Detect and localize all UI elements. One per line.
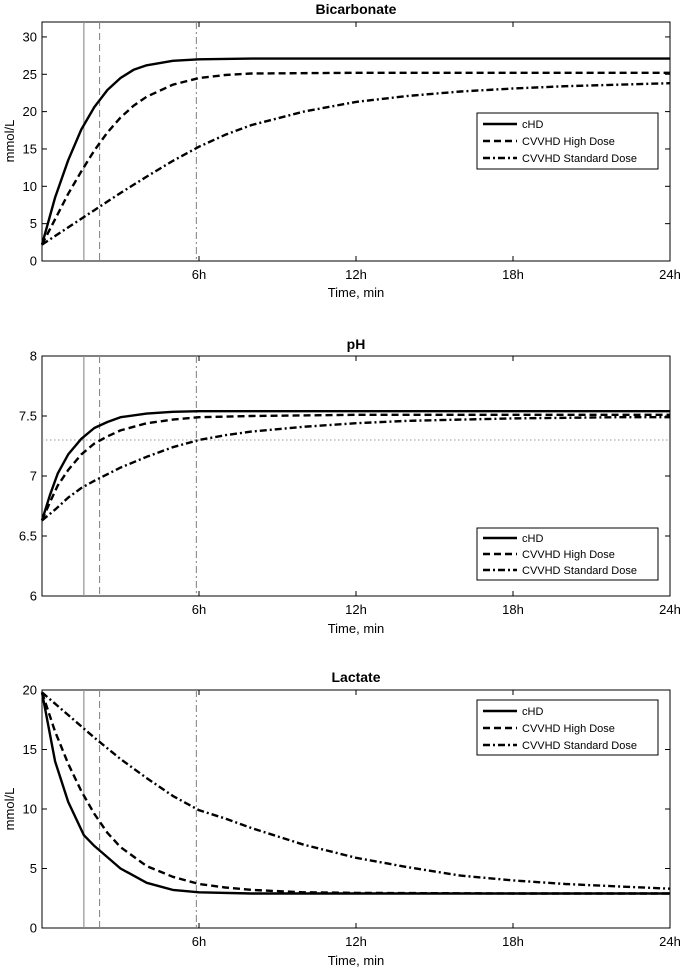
chart-bicarbonate: Bicarbonate mmol/L Time, min 6h 12h 18h 24h…	[2, 1, 681, 300]
x-tick-label: 18h	[502, 267, 524, 282]
y-tick-label: 25	[23, 67, 37, 82]
legend-label-cvvhd-high: CVVHD High Dose	[522, 549, 615, 561]
legend-label-cvvhd-standard: CVVHD Standard Dose	[522, 565, 637, 577]
y-tick-label: 7.5	[19, 409, 37, 424]
x-axis-label: Time, min	[328, 953, 385, 968]
series-line-chd	[40, 57, 670, 245]
reference-lines	[42, 356, 670, 596]
y-tick-label: 15	[23, 141, 37, 156]
y-axis-label: mmol/L	[2, 788, 17, 831]
legend-label-cvvhd-high: CVVHD High Dose	[522, 136, 615, 148]
y-tick-label: 30	[23, 29, 37, 44]
series-line-cvvhd-high	[40, 71, 670, 246]
y-tick-label: 15	[23, 742, 37, 757]
y-tick-label: 8	[30, 349, 37, 364]
y-tick-label: 5	[30, 861, 37, 876]
x-tick-label: 12h	[345, 267, 367, 282]
y-tick-label: 20	[23, 683, 37, 698]
chart-ph: pH Time, min 6h 12h 18h 24h 6 6.5 7 7.5 8 cHD CV…	[19, 336, 681, 636]
series-layer	[40, 57, 671, 246]
x-tick-label: 24h	[659, 602, 681, 617]
chart-title: Lactate	[331, 669, 380, 685]
chart-title: pH	[347, 336, 366, 352]
chart-title: Bicarbonate	[316, 1, 397, 17]
x-tick-label: 6h	[192, 934, 206, 949]
series-layer	[40, 410, 670, 522]
x-axis-label: Time, min	[328, 285, 385, 300]
x-axis-label: Time, min	[328, 621, 385, 636]
legend: cHD CVVHD High Dose CVVHD Standard Dose	[476, 527, 659, 581]
chart-lactate: Lactate mmol/L Time, min 6h 12h 18h 24h 0 5 10…	[2, 669, 681, 968]
y-tick-label: 20	[23, 104, 37, 119]
series-line-chd	[40, 410, 670, 521]
legend-label-chd: cHD	[522, 119, 543, 131]
series-line-cvvhd-high	[40, 413, 670, 521]
legend-label-chd: cHD	[522, 706, 543, 718]
x-tick-label: 6h	[192, 602, 206, 617]
x-tick-label: 18h	[502, 934, 524, 949]
x-tick-label: 6h	[192, 267, 206, 282]
series-line-cvvhd-standard	[41, 691, 671, 890]
x-tick-label: 12h	[345, 602, 367, 617]
x-tick-label: 18h	[502, 602, 524, 617]
x-tick-label: 12h	[345, 934, 367, 949]
series-line-cvvhd-high	[40, 692, 670, 895]
tick-layer: 6h 12h 18h 24h 6 6.5 7 7.5 8	[19, 349, 681, 618]
series-layer	[40, 691, 671, 895]
legend: cHD CVVHD High Dose CVVHD Standard Dose	[476, 112, 659, 170]
legend-label-cvvhd-standard: CVVHD Standard Dose	[522, 153, 637, 165]
series-line-cvvhd-standard	[41, 82, 671, 246]
legend-label-cvvhd-standard: CVVHD Standard Dose	[522, 740, 637, 752]
y-tick-label: 7	[30, 469, 37, 484]
y-tick-label: 0	[30, 254, 37, 269]
y-axis-label: mmol/L	[2, 120, 17, 163]
tick-layer: 6h 12h 18h 24h 0 5 10 15 20 25 30	[23, 22, 681, 282]
x-tick-label: 24h	[659, 267, 681, 282]
y-tick-label: 6	[30, 589, 37, 604]
legend-label-chd: cHD	[522, 533, 543, 545]
series-line-cvvhd-standard	[41, 416, 670, 522]
reference-lines	[83, 690, 197, 928]
y-tick-label: 0	[30, 921, 37, 936]
y-tick-label: 10	[23, 179, 37, 194]
legend-label-cvvhd-high: CVVHD High Dose	[522, 723, 615, 735]
y-tick-label: 6.5	[19, 529, 37, 544]
reference-lines	[83, 22, 197, 261]
legend: cHD CVVHD High Dose CVVHD Standard Dose	[476, 699, 659, 756]
x-tick-label: 24h	[659, 934, 681, 949]
y-tick-label: 5	[30, 216, 37, 231]
tick-layer: 6h 12h 18h 24h 0 5 10 15 20	[23, 683, 681, 950]
y-tick-label: 10	[23, 802, 37, 817]
